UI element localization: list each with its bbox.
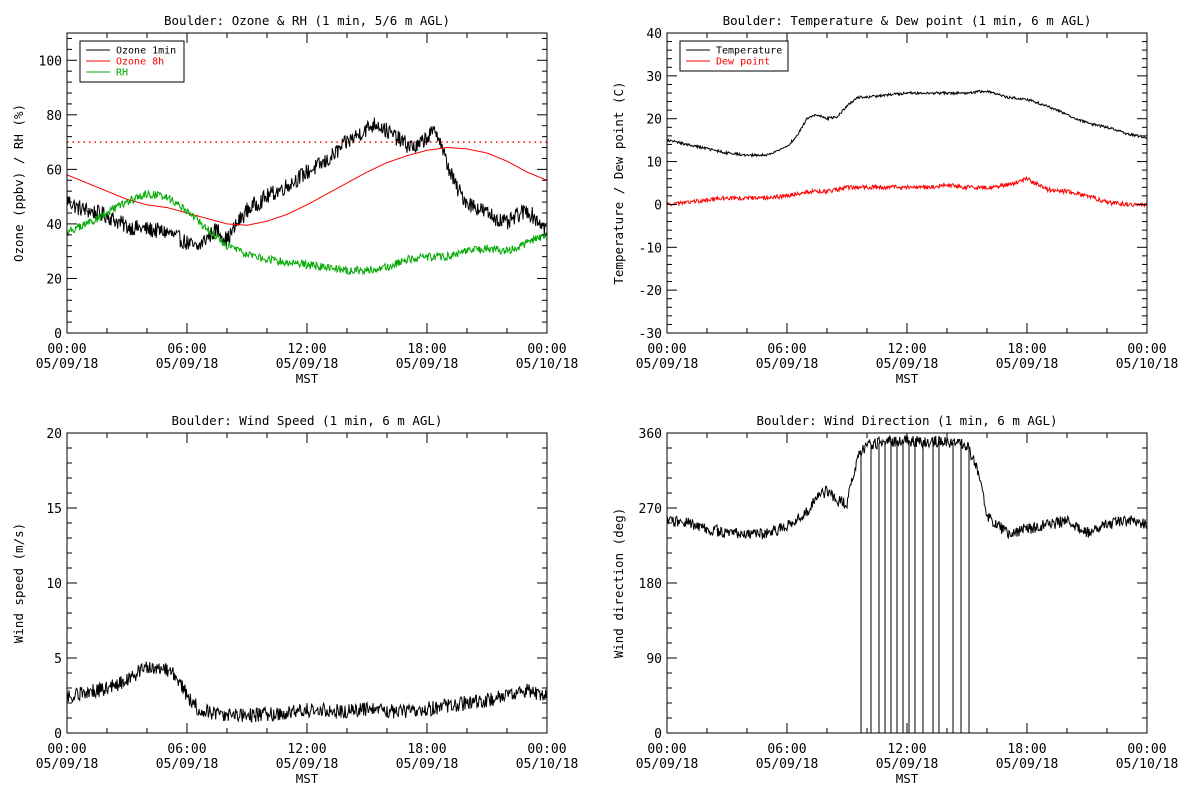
y-tick-label: 20 xyxy=(46,427,62,442)
x-tick-label: 06:00 xyxy=(767,342,806,357)
y-tick-label: 10 xyxy=(46,577,62,592)
x-tick-label: 12:00 xyxy=(287,742,326,757)
chart-panel-4: Boulder: Wind Direction (1 min, 6 m AGL)… xyxy=(611,413,1178,786)
y-tick-label: 0 xyxy=(654,198,662,213)
x-tick-label: 05/10/18 xyxy=(1116,757,1179,772)
y-tick-label: 30 xyxy=(646,70,662,85)
x-tick-label: 05/10/18 xyxy=(516,357,579,372)
x-tick-label: 06:00 xyxy=(767,742,806,757)
y-tick-label: -20 xyxy=(639,284,662,299)
chart-title: Boulder: Temperature & Dew point (1 min,… xyxy=(723,13,1092,28)
x-axis-label: MST xyxy=(296,771,319,786)
x-tick-label: 05/10/18 xyxy=(516,757,579,772)
x-tick-label: 05/09/18 xyxy=(396,357,459,372)
y-tick-label: 180 xyxy=(639,577,662,592)
y-tick-label: 360 xyxy=(639,427,662,442)
x-tick-label: 00:00 xyxy=(1127,742,1166,757)
legend-label: Dew point xyxy=(716,57,770,68)
y-tick-label: 10 xyxy=(646,156,662,171)
series-line-1 xyxy=(666,89,1148,158)
x-tick-label: 05/09/18 xyxy=(996,357,1059,372)
legend-label: Ozone 1min xyxy=(116,46,176,57)
x-tick-label: 05/09/18 xyxy=(36,757,99,772)
chart-title: Boulder: Wind Speed (1 min, 6 m AGL) xyxy=(172,413,443,428)
x-tick-label: 00:00 xyxy=(647,342,686,357)
legend-label: Ozone 8h xyxy=(116,57,164,68)
y-tick-label: 20 xyxy=(46,272,62,287)
x-tick-label: 05/09/18 xyxy=(156,357,219,372)
series-line-3 xyxy=(66,189,548,276)
x-tick-label: 18:00 xyxy=(407,742,446,757)
series-line-2 xyxy=(66,146,548,226)
chart-panel-3: Boulder: Wind Speed (1 min, 6 m AGL) 00:0… xyxy=(11,413,578,786)
x-tick-label: 05/09/18 xyxy=(276,357,339,372)
x-tick-label: 05/09/18 xyxy=(276,757,339,772)
x-tick-label: 12:00 xyxy=(287,342,326,357)
x-tick-label: 00:00 xyxy=(1127,342,1166,357)
y-tick-label: 15 xyxy=(46,502,62,517)
chart-panel-1: Boulder: Ozone & RH (1 min, 5/6 m AGL)00… xyxy=(11,13,578,386)
legend-label: Temperature xyxy=(716,46,782,57)
series-line-2 xyxy=(666,175,1148,208)
y-tick-label: 40 xyxy=(46,218,62,233)
x-tick-label: 12:00 xyxy=(887,342,926,357)
y-tick-label: 100 xyxy=(39,54,62,69)
x-tick-label: 00:00 xyxy=(47,342,86,357)
x-tick-label: 00:00 xyxy=(47,742,86,757)
y-tick-label: 20 xyxy=(646,113,662,128)
y-tick-label: 80 xyxy=(46,109,62,124)
x-tick-label: 05/09/18 xyxy=(636,357,699,372)
x-tick-label: 05/09/18 xyxy=(876,757,939,772)
y-tick-label: 0 xyxy=(54,727,62,742)
x-tick-label: 18:00 xyxy=(1007,742,1046,757)
y-axis-label: Wind direction (deg) xyxy=(611,508,626,659)
x-axis-label: MST xyxy=(896,771,919,786)
x-tick-label: 00:00 xyxy=(647,742,686,757)
x-axis-label: MST xyxy=(896,371,919,386)
x-tick-label: 05/09/18 xyxy=(756,757,819,772)
panels: Boulder: Ozone & RH (1 min, 5/6 m AGL)00… xyxy=(11,13,1178,786)
x-tick-label: 05/09/18 xyxy=(996,757,1059,772)
x-tick-label: 05/09/18 xyxy=(36,357,99,372)
x-tick-label: 05/09/18 xyxy=(756,357,819,372)
x-tick-label: 00:00 xyxy=(527,742,566,757)
series-line-1 xyxy=(66,117,548,250)
legend-box xyxy=(679,40,789,72)
x-tick-label: 06:00 xyxy=(167,342,206,357)
x-tick-label: 05/09/18 xyxy=(396,757,459,772)
series-line-1 xyxy=(66,661,548,723)
y-axis-label: Ozone (ppbv) / RH (%) xyxy=(11,104,26,262)
chart-panel-2: Boulder: Temperature & Dew point (1 min,… xyxy=(611,13,1178,386)
x-tick-label: 18:00 xyxy=(407,342,446,357)
x-tick-label: 05/09/18 xyxy=(156,757,219,772)
x-tick-label: 00:00 xyxy=(527,342,566,357)
y-tick-label: 60 xyxy=(46,163,62,178)
y-axis-label: Temperature / Dew point (C) xyxy=(611,81,626,284)
x-tick-label: 05/09/18 xyxy=(636,757,699,772)
y-tick-label: -30 xyxy=(639,327,662,342)
x-tick-label: 12:00 xyxy=(887,742,926,757)
x-tick-label: 05/09/18 xyxy=(876,357,939,372)
y-tick-label: -10 xyxy=(639,241,662,256)
y-tick-label: 90 xyxy=(646,652,662,667)
chart-title: Boulder: Wind Direction (1 min, 6 m AGL) xyxy=(756,413,1057,428)
y-tick-label: 40 xyxy=(646,27,662,42)
chart-title: Boulder: Ozone & RH (1 min, 5/6 m AGL) xyxy=(164,13,450,28)
x-axis-label: MST xyxy=(296,371,319,386)
x-tick-label: 05/10/18 xyxy=(1116,357,1179,372)
y-tick-label: 0 xyxy=(654,727,662,742)
legend-label: RH xyxy=(116,68,128,79)
y-axis-label: Wind speed (m/s) xyxy=(11,523,26,643)
x-tick-label: 06:00 xyxy=(167,742,206,757)
y-tick-label: 0 xyxy=(54,327,62,342)
y-tick-label: 270 xyxy=(639,502,662,517)
x-tick-label: 18:00 xyxy=(1007,342,1046,357)
y-tick-label: 5 xyxy=(54,652,62,667)
